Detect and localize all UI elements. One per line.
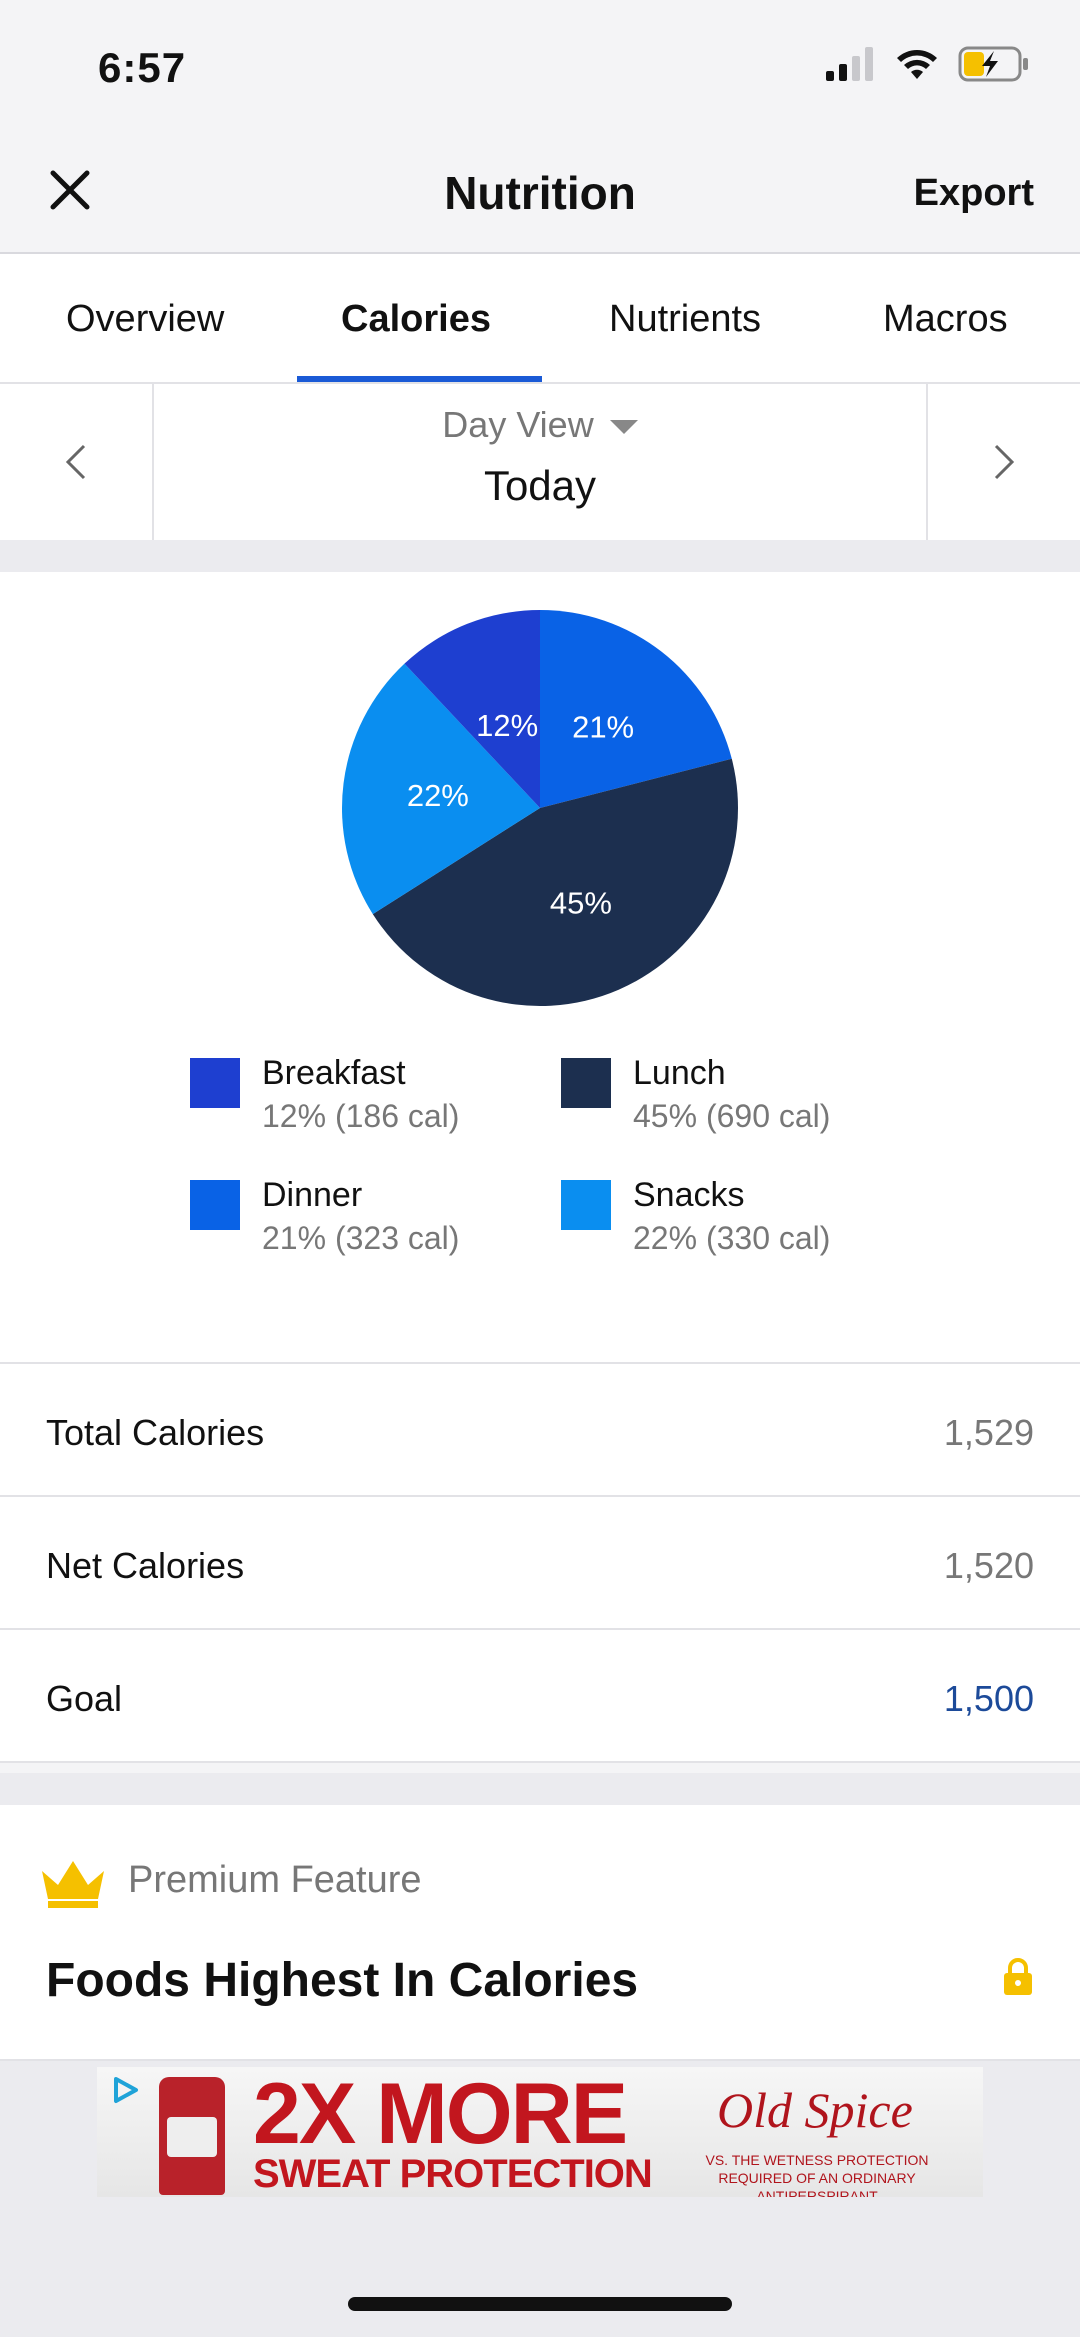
- export-button[interactable]: Export: [913, 172, 1034, 214]
- legend-swatch: [190, 1058, 240, 1108]
- calorie-pie-chart: 21% 45% 22%12%: [342, 610, 738, 1006]
- pie-slice-dinner: [540, 610, 732, 808]
- ad-choices-icon[interactable]: [111, 2075, 141, 2105]
- home-indicator: [348, 2297, 732, 2311]
- pie-label-breakfast: 12%: [476, 708, 538, 743]
- ad-product-image: [159, 2077, 225, 2195]
- nav-bar: Nutrition Export: [0, 130, 1080, 254]
- chevron-right-icon: [994, 444, 1015, 480]
- pie-label-dinner: 21%: [572, 710, 634, 745]
- close-icon: [50, 170, 90, 210]
- stat-value: 1,520: [943, 1545, 1034, 1586]
- tab-macros[interactable]: Macros: [883, 298, 1008, 340]
- day-selector: Day View Today: [0, 384, 1080, 540]
- legend-swatch: [561, 1058, 611, 1108]
- legend-name: Dinner: [262, 1176, 363, 1214]
- legend-name: Lunch: [633, 1054, 726, 1092]
- ad-banner[interactable]: 2X MORE SWEAT PROTECTION Old Spice VS. T…: [97, 2067, 983, 2197]
- pie-slice-breakfast: [404, 610, 540, 808]
- status-time: 6:57: [98, 44, 187, 91]
- tab-overview[interactable]: Overview: [66, 298, 225, 340]
- premium-badge-label: Premium Feature: [128, 1859, 422, 1901]
- pie-label-snacks: 22%: [407, 778, 469, 813]
- day-view-label: Day View: [442, 404, 594, 445]
- status-bar: 6:57: [0, 0, 1080, 130]
- legend-detail: 21% (323 cal): [262, 1220, 460, 1256]
- legend-name: Snacks: [633, 1176, 745, 1214]
- premium-feature-card[interactable]: Premium Feature Foods Highest In Calorie…: [0, 1805, 1080, 2061]
- goal-row: Goal 1,500: [0, 1630, 1080, 1763]
- ad-fine-print: VS. THE WETNESS PROTECTION REQUIRED OF A…: [705, 2152, 929, 2197]
- stat-label: Total Calories: [46, 1412, 265, 1453]
- page-title: Nutrition: [444, 167, 636, 219]
- chevron-left-icon: [65, 444, 86, 480]
- wifi-icon: [897, 50, 937, 79]
- caret-down-icon: [609, 420, 638, 435]
- tab-calories[interactable]: Calories: [341, 298, 491, 340]
- legend-swatch: [190, 1180, 240, 1230]
- ad-headline: 2X MORE: [253, 2067, 628, 2162]
- stat-label: Goal: [46, 1678, 123, 1719]
- legend-detail: 12% (186 cal): [262, 1098, 460, 1134]
- total-calories-row: Total Calories 1,529: [0, 1364, 1080, 1497]
- next-day-button[interactable]: [926, 384, 1080, 540]
- legend-name: Breakfast: [262, 1054, 406, 1092]
- net-calories-row: Net Calories 1,520: [0, 1497, 1080, 1630]
- stat-label: Net Calories: [46, 1545, 245, 1586]
- lock-icon: [1004, 1958, 1032, 1995]
- tab-nutrients[interactable]: Nutrients: [609, 298, 762, 340]
- legend-swatch: [561, 1180, 611, 1230]
- calorie-chart-card: 21% 45% 22% 12% Breakfast 12% (186 cal) Lun…: [0, 572, 1080, 1364]
- previous-day-button[interactable]: [0, 384, 154, 540]
- crown-icon: [42, 1861, 104, 1908]
- status-icons: [826, 46, 1030, 82]
- ad-brand-logo: Old Spice: [717, 2082, 913, 2138]
- ad-subline: SWEAT PROTECTION: [253, 2152, 653, 2196]
- stat-value: 1,529: [943, 1412, 1034, 1453]
- active-tab-indicator: [297, 376, 542, 382]
- section-divider: [0, 540, 1080, 572]
- selected-day: Today: [483, 462, 597, 509]
- foods-highest-title: Foods Highest In Calories: [46, 1954, 639, 2007]
- legend-detail: 22% (330 cal): [633, 1220, 831, 1256]
- calorie-stats-list: Total Calories 1,529 Net Calories 1,520 …: [0, 1364, 1080, 1763]
- tab-bar: Overview Calories Nutrients Macros: [0, 254, 1080, 384]
- day-view-dropdown[interactable]: Day View: [0, 404, 1080, 446]
- close-button[interactable]: [40, 160, 100, 220]
- stat-value: 1,500: [943, 1678, 1034, 1719]
- pie-label-lunch: 45%: [550, 885, 612, 920]
- legend-detail: 45% (690 cal): [633, 1098, 831, 1134]
- pie-slice-lunch: [372, 758, 738, 1006]
- signal-icon: [826, 47, 873, 81]
- battery-charging-icon: [958, 46, 1028, 82]
- section-divider: [0, 1773, 1080, 1805]
- pie-slice-snacks: [342, 663, 540, 915]
